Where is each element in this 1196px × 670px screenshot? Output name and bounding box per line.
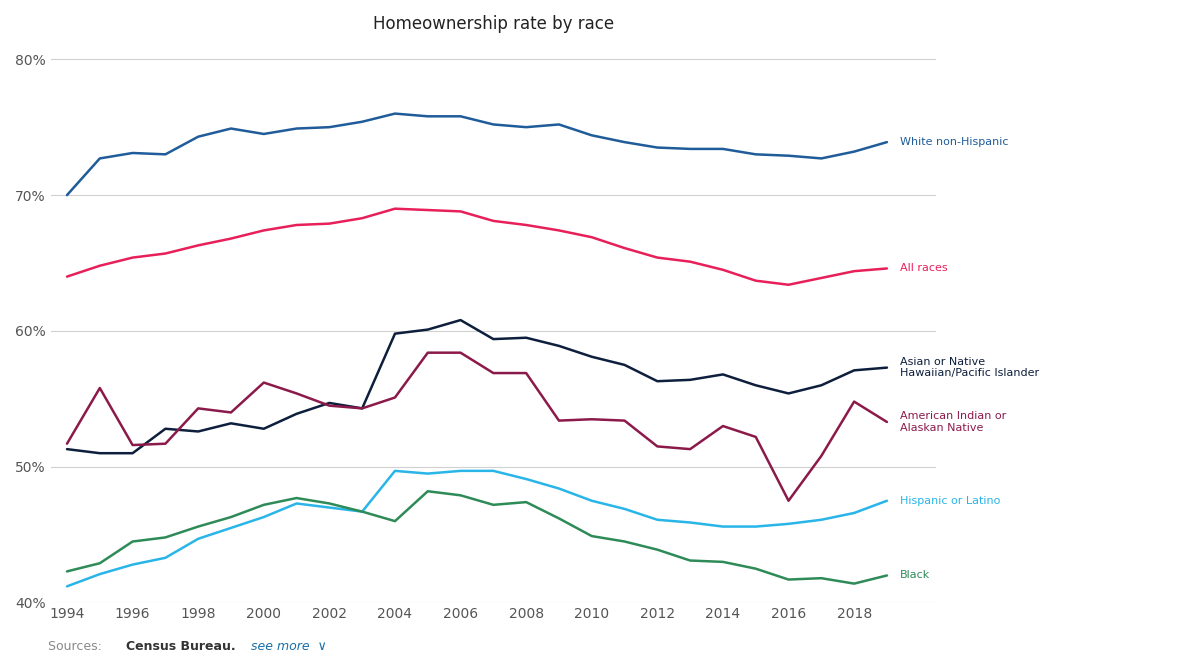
Text: Asian or Native
Hawaiian/Pacific Islander: Asian or Native Hawaiian/Pacific Islande…: [901, 357, 1039, 379]
Title: Homeownership rate by race: Homeownership rate by race: [373, 15, 614, 33]
Text: American Indian or
Alaskan Native: American Indian or Alaskan Native: [901, 411, 1006, 433]
Text: Census Bureau.: Census Bureau.: [126, 640, 236, 653]
Text: White non-Hispanic: White non-Hispanic: [901, 137, 1008, 147]
Text: Black: Black: [901, 570, 930, 580]
Text: see more  ∨: see more ∨: [251, 640, 327, 653]
Text: Hispanic or Latino: Hispanic or Latino: [901, 496, 1000, 506]
Text: Sources:: Sources:: [48, 640, 110, 653]
Text: All races: All races: [901, 263, 947, 273]
